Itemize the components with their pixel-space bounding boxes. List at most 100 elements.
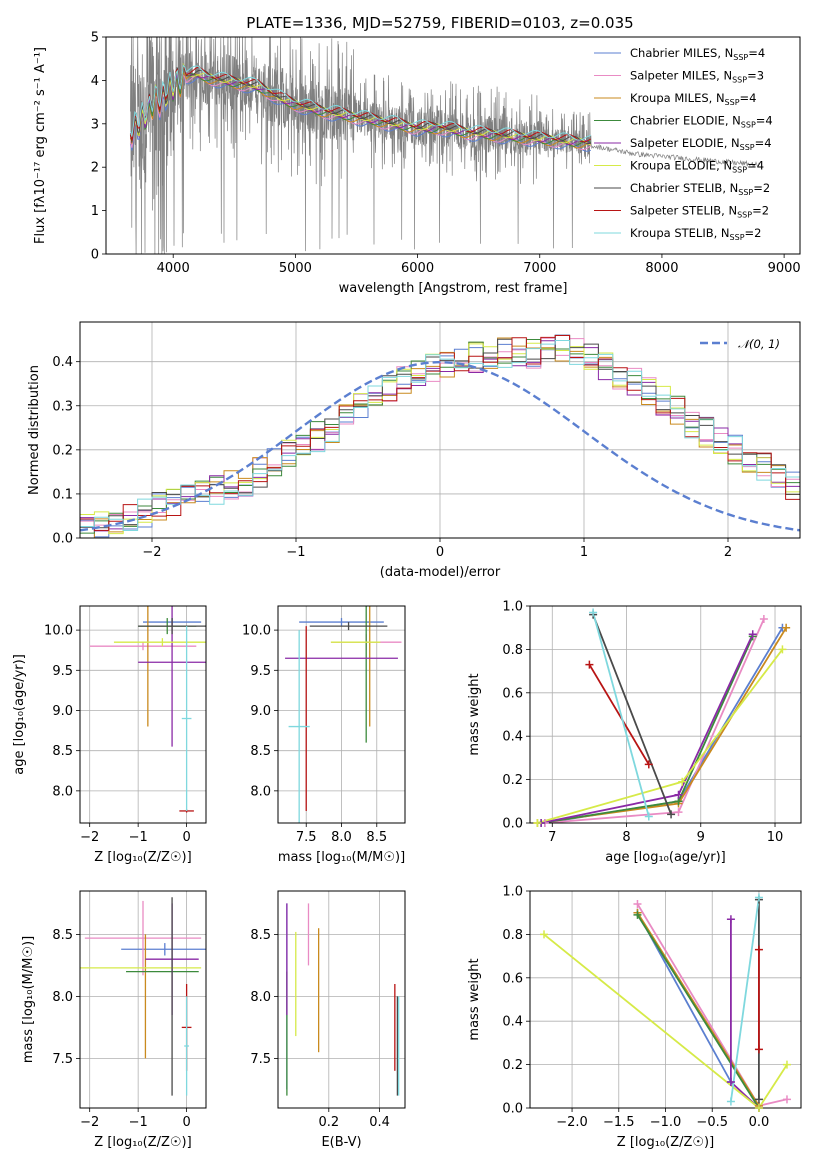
mass-weight-series-line (592, 612, 650, 817)
residuals-xtick-label: 0 (436, 545, 444, 560)
legend-label: Kroupa STELIB, NSSP=2 (630, 226, 761, 242)
residuals-xtick-label: 2 (724, 545, 732, 560)
legend-label: Salpeter STELIB, NSSP=2 (630, 204, 769, 220)
residuals-y-axis-label: Normed distribution (27, 365, 42, 495)
mass-weight-point-marker (778, 645, 787, 654)
mass-weight-vs-Z-ytick-label: 0.2 (502, 1058, 523, 1073)
legend-label-text: Kroupa MILES, N (630, 91, 725, 105)
spectrum-frame (105, 36, 801, 255)
age-vs-Z-frame (79, 605, 207, 824)
legend-label: Chabrier STELIB, NSSP=2 (630, 181, 770, 197)
legend-label-subscript: SSP (732, 166, 747, 175)
age-vs-mass-ytick-label: 8.5 (250, 744, 271, 759)
legend-label: Kroupa MILES, NSSP=4 (630, 91, 756, 107)
residuals-panel: −2 −1 0 1 2 0.0 0.1 0.2 0.3 0.4 (data-model)/error… (27, 321, 801, 580)
mass-vs-EBV-plot-area (286, 903, 400, 1096)
mass-weight-point-marker (540, 930, 549, 939)
mass-weight-vs-Z-ytick-label: 1.0 (502, 885, 523, 900)
legend-label-text: Salpeter MILES, N (630, 69, 732, 83)
age-vs-mass-ytick-label: 8.0 (250, 784, 271, 799)
age-vs-Z-ytick-label: 10.0 (44, 624, 73, 639)
mass-weight-vs-age-xtick-label: 10 (767, 830, 784, 845)
legend-label-subscript: SSP (733, 53, 748, 62)
spectrum-xtick-label: 4000 (157, 261, 190, 276)
legend-label-subscript: SSP (732, 76, 747, 85)
mass-vs-EBV-ytick-label: 7.5 (250, 1052, 271, 1067)
age-vs-mass-ytick-label: 9.0 (250, 704, 271, 719)
mass-weight-point-marker (754, 893, 763, 902)
mass-weight-point-marker (644, 760, 653, 769)
mass-weight-vs-age-x-axis-label: age [log₁₀(age/yr)] (605, 850, 726, 865)
mass-weight-series-line (730, 919, 760, 1108)
spectrum-ytick-label: 2 (91, 161, 99, 176)
age-vs-mass-xtick-label: 8.0 (331, 830, 352, 845)
spectrum-ytick-label: 1 (91, 204, 99, 219)
mass-weight-point-marker (674, 790, 683, 799)
legend-label-text: Chabrier MILES, N (630, 46, 733, 60)
mass-vs-Z-panel: −2 −1 0 7.5 8.0 8.5 Z [log₁₀(Z/Z☉)] mass [log₁₀… (21, 890, 207, 1150)
mass-weight-point-marker (667, 810, 676, 819)
figure-title: PLATE=1336, MJD=52759, FIBERID=0103, z=0… (246, 14, 633, 32)
mass-weight-vs-age-ytick-label: 1.0 (502, 600, 523, 615)
mass-weight-series-line (588, 664, 650, 765)
legend-label-count: =4 (747, 159, 764, 173)
legend-label: Salpeter MILES, NSSP=3 (630, 69, 764, 85)
mass-vs-EBV-panel: 0.2 0.4 7.5 8.0 8.5 E(B-V) (250, 890, 406, 1150)
mass-weight-point-marker (754, 1104, 763, 1112)
age-vs-mass-ytick-label: 10.0 (242, 624, 271, 639)
mass-weight-series-line (592, 614, 672, 815)
legend-label-subscript: SSP (725, 98, 740, 107)
model-spectrum-line (129, 64, 591, 141)
age-vs-Z-xtick-label: −2 (80, 830, 99, 845)
residuals-ytick-label: 0.4 (52, 355, 73, 370)
mass-weight-point-marker (782, 1095, 791, 1104)
legend-label-count: =2 (752, 204, 769, 218)
mass-weight-vs-age-panel: 7 8 9 10 0.0 0.2 0.4 0.6 0.8 1.0 age [log₁₀(age/yr… (467, 600, 802, 865)
mass-vs-Z-x-axis-label: Z [log₁₀(Z/Z☉)] (94, 1135, 191, 1150)
mass-weight-vs-age-xtick-label: 8 (622, 830, 630, 845)
spectrum-xtick-label: 9000 (768, 261, 801, 276)
model-spectrum-line (129, 65, 592, 143)
mass-weight-vs-Z-x-axis-label: Z [log₁₀(Z/Z☉)] (617, 1135, 714, 1150)
age-vs-Z-x-axis-label: Z [log₁₀(Z/Z☉)] (94, 850, 191, 865)
legend-label: Salpeter ELODIE, NSSP=4 (630, 136, 772, 152)
age-vs-mass-x-axis-label: mass [log₁₀(M/M☉)] (278, 850, 405, 865)
residuals-frame (79, 321, 801, 539)
age-vs-mass-xtick-label: 8.5 (366, 830, 387, 845)
residuals-ytick-label: 0.1 (52, 487, 73, 502)
legend-label-count: =2 (745, 226, 762, 240)
residuals-ytick-label: 0.3 (52, 399, 73, 414)
age-vs-mass-plot-area (285, 606, 402, 823)
mass-vs-Z-ytick-label: 8.5 (52, 928, 73, 943)
mass-weight-point-marker (674, 808, 683, 817)
legend-label: Chabrier ELODIE, NSSP=4 (630, 114, 773, 130)
mass-weight-vs-Z-xtick-label: −1.0 (650, 1115, 682, 1130)
legend-label-text: Kroupa ELODIE, N (630, 159, 732, 173)
mass-weight-vs-age-ytick-label: 0.2 (502, 773, 523, 788)
legend-label-text: Salpeter ELODIE, N (630, 136, 740, 150)
mass-weight-point-marker (782, 1060, 791, 1069)
mass-weight-vs-Z-ytick-label: 0.6 (502, 971, 523, 986)
spectrum-ytick-label: 4 (91, 74, 99, 89)
mass-vs-EBV-ytick-label: 8.0 (250, 990, 271, 1005)
mass-weight-point-marker (782, 623, 791, 632)
mass-vs-Z-xtick-label: −2 (80, 1115, 99, 1130)
mass-weight-vs-Z-xtick-label: −1.5 (603, 1115, 635, 1130)
mass-vs-EBV-frame (277, 890, 406, 1109)
legend-label-subscript: SSP (738, 188, 753, 197)
mass-vs-EBV-ytick-label: 8.5 (250, 928, 271, 943)
age-vs-Z-ytick-label: 8.0 (52, 784, 73, 799)
legend-label-subscript: SSP (741, 121, 756, 130)
mass-weight-vs-age-plot-area (537, 612, 787, 823)
mass-weight-point-marker (759, 615, 768, 624)
spectrum-panel: 4000 5000 6000 7000 8000 9000 0 1 2 3 4 5 wavelength… (33, 31, 801, 297)
legend-label-text: Kroupa STELIB, N (630, 226, 730, 240)
age-vs-Z-plot-area (89, 606, 206, 813)
legend-label-count: =2 (753, 181, 770, 195)
legend-label-subscript: SSP (737, 211, 752, 220)
normal-distribution-curve (80, 360, 800, 532)
mass-weight-point-marker (589, 608, 598, 617)
mass-vs-Z-xtick-label: −1 (129, 1115, 148, 1130)
residual-histogram-step (80, 339, 800, 534)
